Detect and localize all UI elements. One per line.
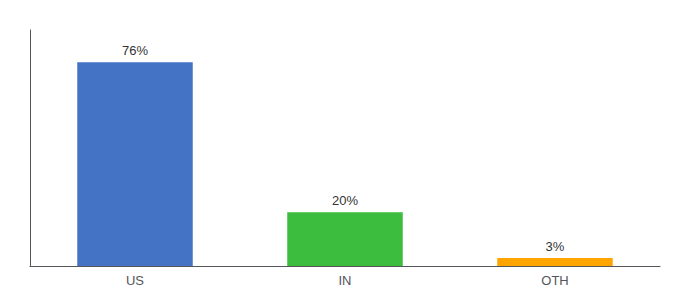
svg-text:76%: 76%: [122, 43, 148, 58]
svg-text:OTH: OTH: [541, 273, 568, 288]
svg-text:3%: 3%: [546, 239, 565, 254]
svg-text:20%: 20%: [332, 193, 358, 208]
svg-text:IN: IN: [339, 273, 352, 288]
svg-text:US: US: [126, 273, 144, 288]
